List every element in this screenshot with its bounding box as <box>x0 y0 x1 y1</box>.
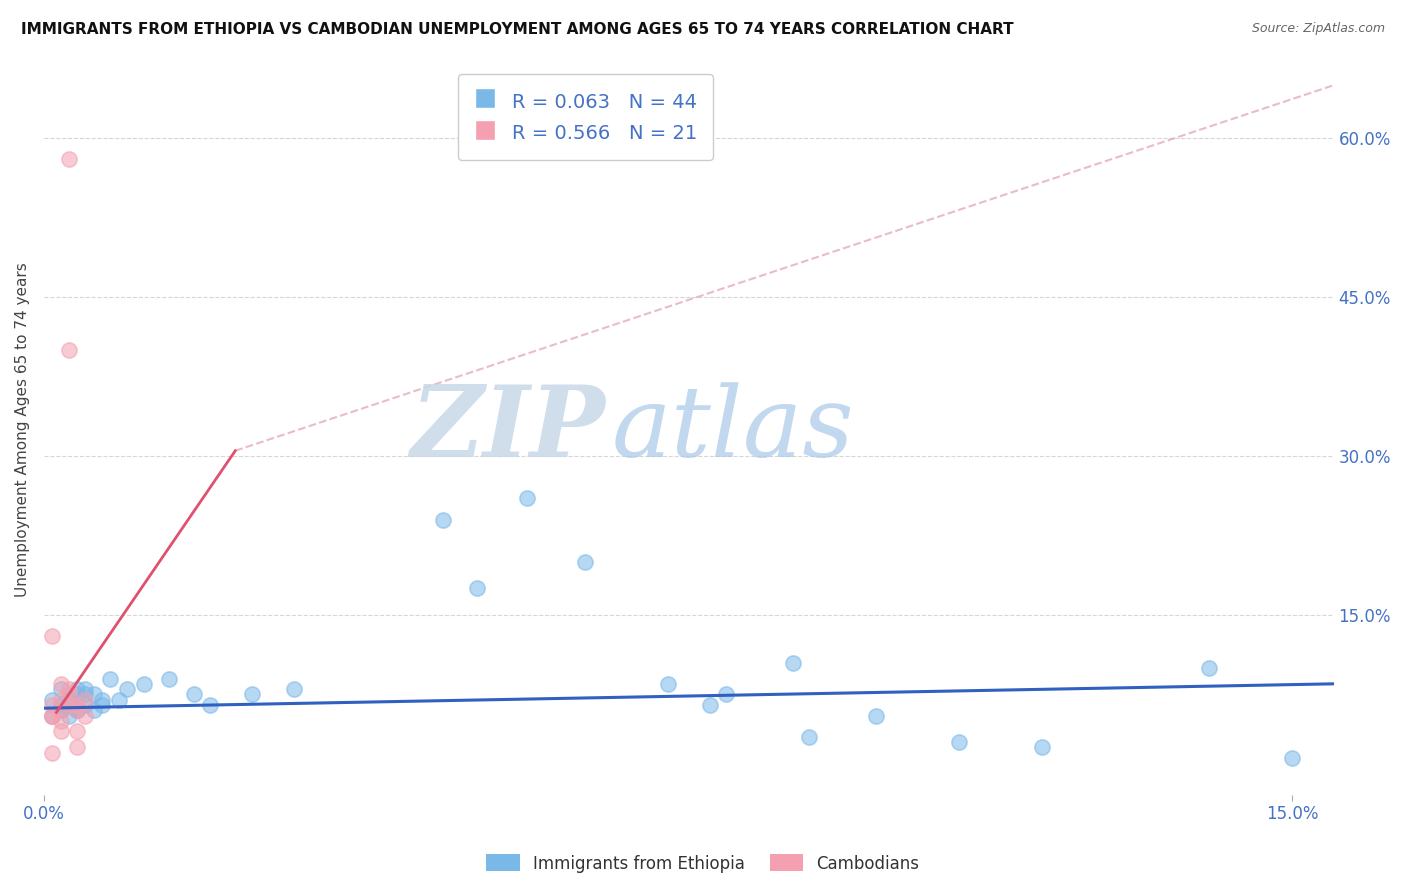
Point <box>115 682 138 697</box>
Point <box>1198 661 1220 675</box>
Point <box>157 672 180 686</box>
Point <box>107 692 129 706</box>
Point <box>58 687 80 701</box>
Point <box>66 740 89 755</box>
Point <box>41 629 63 643</box>
Point <box>799 730 821 744</box>
Y-axis label: Unemployment Among Ages 65 to 74 years: Unemployment Among Ages 65 to 74 years <box>15 262 30 597</box>
Point <box>75 708 97 723</box>
Legend: Immigrants from Ethiopia, Cambodians: Immigrants from Ethiopia, Cambodians <box>479 847 927 880</box>
Point <box>58 708 80 723</box>
Point <box>515 491 537 506</box>
Point <box>1031 740 1053 755</box>
Point <box>1281 751 1303 765</box>
Point <box>49 677 72 691</box>
Point <box>49 703 72 717</box>
Point <box>49 703 72 717</box>
Point <box>432 513 454 527</box>
Point <box>49 714 72 728</box>
Text: atlas: atlas <box>612 382 853 477</box>
Point <box>948 735 970 749</box>
Point <box>58 698 80 712</box>
Point <box>865 708 887 723</box>
Point <box>41 692 63 706</box>
Point <box>58 343 80 357</box>
Point <box>132 677 155 691</box>
Point <box>58 698 80 712</box>
Point <box>66 687 89 701</box>
Point <box>75 682 97 697</box>
Legend: R = 0.063   N = 44, R = 0.566   N = 21: R = 0.063 N = 44, R = 0.566 N = 21 <box>458 74 713 161</box>
Point <box>49 692 72 706</box>
Point <box>66 724 89 739</box>
Point <box>58 692 80 706</box>
Point <box>183 687 205 701</box>
Point <box>75 692 97 706</box>
Point <box>83 687 105 701</box>
Point <box>200 698 222 712</box>
Point <box>100 672 122 686</box>
Point <box>58 153 80 167</box>
Point <box>66 698 89 712</box>
Point <box>41 708 63 723</box>
Point <box>49 703 72 717</box>
Point <box>699 698 721 712</box>
Point <box>49 724 72 739</box>
Point <box>83 703 105 717</box>
Point <box>574 555 596 569</box>
Point <box>66 703 89 717</box>
Point <box>716 687 738 701</box>
Point <box>66 703 89 717</box>
Text: Source: ZipAtlas.com: Source: ZipAtlas.com <box>1251 22 1385 36</box>
Point <box>75 687 97 701</box>
Point <box>58 692 80 706</box>
Point <box>58 682 80 697</box>
Point <box>41 698 63 712</box>
Point <box>240 687 263 701</box>
Point <box>49 682 72 697</box>
Point <box>75 698 97 712</box>
Text: ZIP: ZIP <box>411 381 605 478</box>
Point <box>41 708 63 723</box>
Point <box>41 708 63 723</box>
Point <box>283 682 305 697</box>
Point <box>782 656 804 670</box>
Point <box>657 677 679 691</box>
Point <box>41 746 63 760</box>
Point <box>91 698 114 712</box>
Text: IMMIGRANTS FROM ETHIOPIA VS CAMBODIAN UNEMPLOYMENT AMONG AGES 65 TO 74 YEARS COR: IMMIGRANTS FROM ETHIOPIA VS CAMBODIAN UN… <box>21 22 1014 37</box>
Point <box>49 698 72 712</box>
Point <box>465 582 488 596</box>
Point <box>66 682 89 697</box>
Point <box>66 703 89 717</box>
Point <box>91 692 114 706</box>
